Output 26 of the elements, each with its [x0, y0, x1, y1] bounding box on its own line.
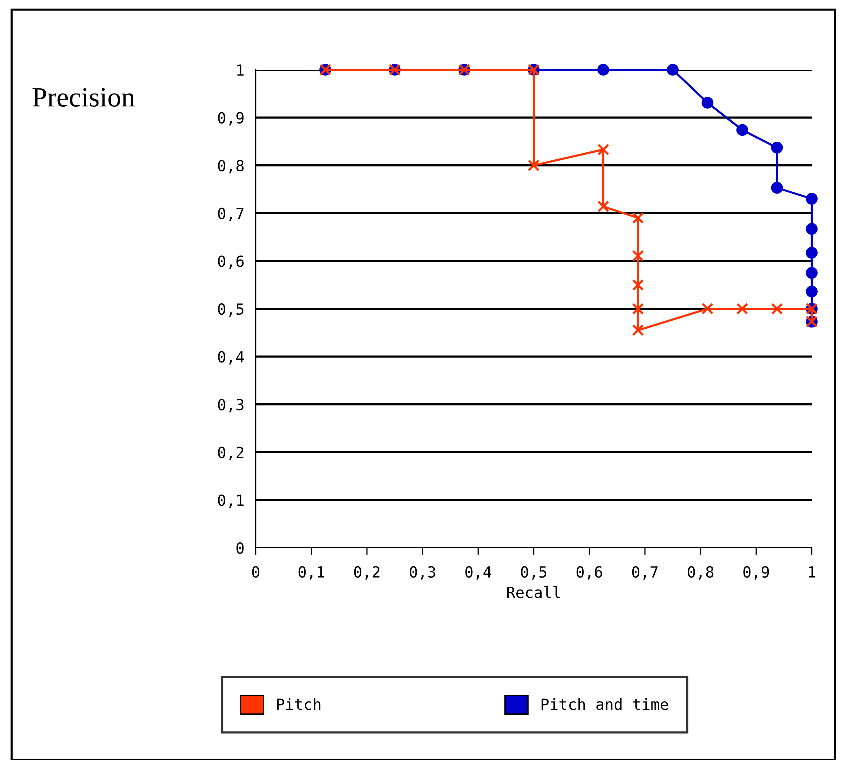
x-tick-label: 0,8 [688, 566, 714, 580]
x-tick-label: 0,9 [744, 566, 770, 580]
y-tick-label: 0,4 [218, 351, 244, 365]
y-tick-label: 0,5 [218, 304, 244, 317]
x-axis-title: Recall [507, 586, 560, 598]
x-tick-label: 0,4 [466, 566, 492, 580]
x-tick-label: 0,2 [354, 566, 380, 580]
y-tick-label: 0,3 [218, 399, 244, 413]
x-tick-label: 0 [252, 566, 260, 578]
legend-label: Pitch [277, 698, 321, 710]
y-tick-label: 0 [236, 542, 244, 554]
y-tick-label: 0,6 [218, 256, 244, 270]
y-tick-label: 0,2 [218, 446, 244, 460]
x-tick-label: 0,5 [521, 566, 547, 580]
y-tick-label: 1 [238, 64, 244, 76]
x-tick-label: 0,7 [632, 566, 658, 580]
y-tick-label: 0,9 [218, 112, 244, 126]
y-axis-title: Precision [32, 88, 135, 107]
legend-label: Pitch and time [542, 698, 668, 710]
x-tick-label: 0,1 [298, 566, 324, 580]
x-tick-label: 0,3 [410, 566, 436, 580]
y-tick-label: 0,7 [218, 208, 244, 222]
y-tick-label: 0,8 [218, 160, 244, 174]
x-tick-label: 1 [809, 566, 816, 578]
x-tick-label: 0,6 [576, 566, 602, 580]
y-tick-label: 0,1 [218, 494, 244, 508]
